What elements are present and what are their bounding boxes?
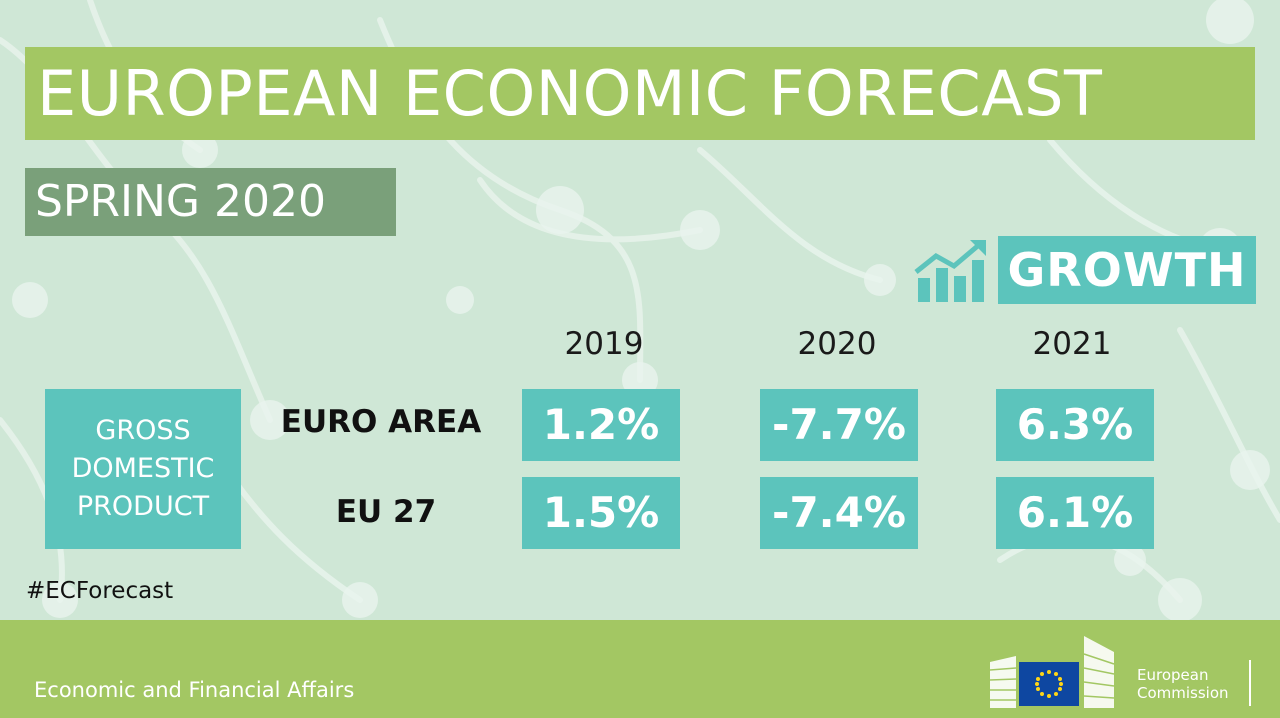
indicator-label: GROSS DOMESTIC PRODUCT [45, 389, 241, 549]
footer-department: Economic and Financial Affairs [34, 678, 355, 702]
ec-logo-line: European [1137, 666, 1209, 684]
value-cell: -7.7% [760, 389, 918, 461]
value-cell: 6.1% [996, 477, 1154, 549]
section-label: GROWTH [998, 236, 1256, 304]
indicator-line: PRODUCT [76, 491, 210, 522]
year-header-2020: 2020 [797, 326, 877, 362]
ec-logo-line: Commission [1137, 684, 1229, 702]
value-cell: 1.2% [522, 389, 680, 461]
value-cell: 6.3% [996, 389, 1154, 461]
year-header-2019: 2019 [564, 326, 644, 362]
row-label-eu27: EU 27 [335, 494, 437, 530]
year-header-2021: 2021 [1032, 326, 1112, 362]
ec-logo-text: European Commission [1137, 666, 1247, 702]
value-cell: 1.5% [522, 477, 680, 549]
indicator-line: GROSS [95, 415, 191, 446]
ec-logo-divider [1249, 660, 1251, 706]
subtitle: SPRING 2020 [25, 168, 396, 236]
european-commission-logo [989, 636, 1115, 708]
page-title: EUROPEAN ECONOMIC FORECAST [25, 47, 1255, 140]
indicator-line: DOMESTIC [71, 453, 215, 484]
growth-chart-icon [914, 240, 986, 302]
hashtag: #ECForecast [26, 578, 174, 604]
row-label-euro-area: EURO AREA [280, 404, 482, 440]
value-cell: -7.4% [760, 477, 918, 549]
